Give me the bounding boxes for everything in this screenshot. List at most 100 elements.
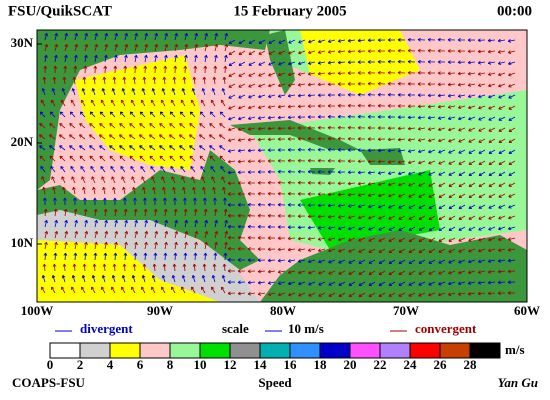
wind-arrow — [228, 50, 236, 56]
colorbar-box — [289, 342, 321, 359]
wind-arrow — [307, 225, 316, 230]
wind-arrow — [123, 208, 128, 217]
wind-arrow — [90, 99, 96, 107]
wind-arrow — [113, 65, 118, 74]
wind-arrow — [288, 281, 296, 286]
wind-arrow — [172, 263, 177, 272]
wind-arrow — [478, 171, 486, 177]
wind-arrow — [297, 180, 306, 185]
wind-arrow — [497, 269, 506, 274]
wind-arrow — [227, 149, 236, 153]
wind-arrow — [427, 37, 436, 42]
colorbar-label: 26 — [434, 357, 448, 372]
wind-arrow — [204, 54, 208, 63]
wind-arrow — [142, 186, 146, 195]
wind-arrow — [238, 105, 246, 110]
wind-arrow — [190, 99, 196, 107]
wind-arrow — [307, 180, 316, 185]
wind-arrow — [54, 241, 58, 250]
wind-arrow — [348, 237, 356, 242]
wind-arrow — [337, 181, 346, 186]
wind-arrow — [347, 71, 356, 75]
wind-arrow — [193, 197, 197, 206]
wind-arrow — [160, 166, 166, 173]
wind-arrow — [278, 50, 286, 55]
wind-arrow — [357, 148, 366, 152]
wind-arrow — [49, 155, 56, 162]
wind-arrow — [124, 54, 128, 63]
wind-arrow — [267, 258, 276, 263]
wind-arrow — [104, 43, 109, 52]
wind-arrow — [247, 116, 256, 121]
wind-arrow — [467, 38, 476, 42]
wind-arrow — [407, 149, 416, 153]
wind-arrow — [338, 237, 346, 242]
wind-arrow — [297, 169, 306, 174]
wind-arrow — [467, 291, 476, 296]
wind-arrow — [388, 182, 396, 187]
wind-arrow — [133, 208, 138, 217]
wind-arrow — [62, 186, 66, 195]
wind-arrow — [152, 186, 156, 195]
wind-arrow — [448, 138, 456, 143]
wind-arrow — [237, 291, 246, 296]
wind-arrow — [417, 104, 426, 109]
wind-arrow — [200, 166, 206, 173]
wind-arrow — [161, 275, 166, 283]
wind-arrow — [468, 248, 476, 253]
wind-arrow — [83, 197, 87, 206]
wind-arrow — [398, 215, 406, 220]
wind-arrow — [80, 99, 86, 107]
wind-arrow — [467, 83, 476, 87]
wind-arrow — [417, 115, 426, 120]
wind-arrow — [438, 259, 446, 264]
wind-arrow — [202, 263, 207, 272]
wind-arrow — [317, 147, 326, 152]
wind-arrow — [508, 72, 516, 77]
wind-arrow — [119, 123, 126, 129]
wind-arrow — [123, 65, 128, 74]
wind-arrow — [287, 147, 296, 152]
wind-arrow — [62, 76, 67, 85]
wind-arrow — [387, 104, 396, 108]
wind-arrow — [428, 281, 436, 286]
wind-arrow — [297, 136, 306, 141]
wind-arrow — [64, 241, 68, 250]
wind-arrow — [337, 114, 346, 119]
wind-arrow — [221, 88, 226, 96]
wind-arrow — [99, 134, 106, 140]
wind-arrow — [219, 155, 226, 162]
wind-arrow — [100, 166, 106, 173]
wind-arrow — [54, 230, 59, 239]
wind-arrow — [124, 241, 128, 250]
wind-arrow — [93, 208, 98, 217]
wind-arrow — [169, 134, 176, 140]
wind-arrow — [407, 104, 416, 109]
wind-arrow — [397, 137, 406, 142]
wind-arrow — [487, 280, 496, 285]
wind-arrow — [44, 32, 48, 41]
wind-arrow — [327, 214, 336, 219]
wind-arrow — [72, 263, 77, 272]
wind-arrow — [74, 54, 78, 63]
wind-arrow — [119, 111, 126, 118]
wind-arrow — [61, 176, 66, 184]
wind-arrow — [437, 71, 446, 76]
wind-arrow — [182, 186, 186, 195]
wind-arrow — [81, 176, 86, 184]
wind-arrow — [408, 226, 416, 231]
wind-arrow — [497, 61, 506, 65]
wind-arrow — [387, 126, 396, 131]
wind-arrow — [447, 60, 456, 65]
wind-arrow — [223, 197, 227, 206]
wind-arrow — [457, 105, 466, 110]
wind-arrow — [248, 61, 256, 66]
wind-arrow — [498, 237, 506, 242]
wind-arrow — [213, 252, 218, 261]
wind-arrow — [43, 197, 47, 206]
wind-arrow — [122, 186, 126, 195]
wind-arrow — [398, 226, 406, 231]
wind-arrow — [44, 54, 48, 63]
wind-arrow — [184, 32, 188, 41]
wind-arrow — [257, 159, 266, 163]
